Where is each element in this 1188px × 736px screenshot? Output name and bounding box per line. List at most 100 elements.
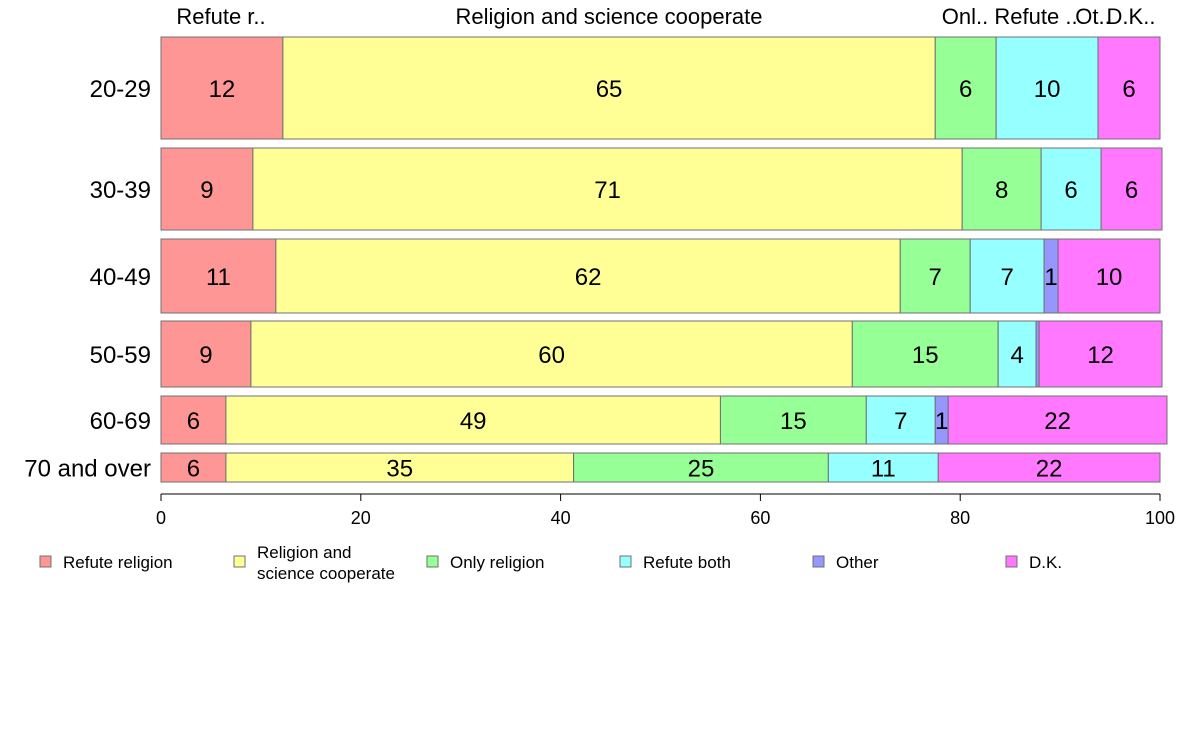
- bar-segment: [899, 238, 971, 314]
- category-label: 60-69: [90, 408, 151, 435]
- legend-label: Refute both: [643, 553, 731, 572]
- x-tick-label: 100: [1145, 508, 1175, 528]
- data-label: 1: [1044, 264, 1057, 291]
- data-label: 62: [575, 264, 602, 291]
- x-tick-label: 60: [750, 508, 770, 528]
- bar-segment: [160, 147, 254, 231]
- column-header-label: Religion and science cooperate: [456, 4, 763, 29]
- bar-rows: 12 65 6 10 69 71 8 6 611 62 7 7 1 109 60 15 4 126 49 15 7 1 22…: [160, 36, 1168, 483]
- legend-item: Only religion: [426, 553, 545, 572]
- legend-swatch: [619, 555, 632, 568]
- bar-segment: [225, 395, 721, 445]
- legend-item: Refute both: [619, 553, 731, 572]
- data-label: 4: [1010, 342, 1023, 369]
- bar-segment: [1097, 36, 1161, 140]
- x-tick-label: 40: [551, 508, 571, 528]
- data-label: 22: [1044, 408, 1071, 435]
- legend-label: Only religion: [450, 553, 545, 572]
- bar-segment: [865, 395, 936, 445]
- bar-segment: [225, 452, 575, 483]
- data-label: 8: [995, 177, 1008, 204]
- legend-swatch: [233, 555, 246, 568]
- x-tick-label: 80: [950, 508, 970, 528]
- bar-segment: [252, 147, 963, 231]
- column-header-label: Refute r..: [176, 4, 265, 29]
- bar-segment: [851, 320, 999, 388]
- data-label: 10: [1034, 76, 1061, 103]
- data-label: 60: [538, 342, 565, 369]
- bar-segment: [1100, 147, 1163, 231]
- bar-segment: [1057, 238, 1161, 314]
- bar-row-40-49: 11 62 7 7 1 10: [160, 238, 1161, 314]
- legend-swatch: [39, 555, 52, 568]
- data-label: 6: [1125, 177, 1138, 204]
- legend-swatch: [1005, 555, 1018, 568]
- legend-label: Refute religion: [63, 553, 173, 572]
- data-label: 15: [912, 342, 939, 369]
- data-label: 7: [929, 264, 942, 291]
- bar-segment: [934, 36, 997, 140]
- legend-item: Other: [812, 553, 879, 572]
- data-label: 12: [1087, 342, 1114, 369]
- category-label: 70 and over: [24, 456, 151, 483]
- bar-segment: [1038, 320, 1163, 388]
- bar-segment: [937, 452, 1161, 483]
- data-label: 6: [1122, 76, 1135, 103]
- data-label: 9: [199, 342, 212, 369]
- data-label: 9: [200, 177, 213, 204]
- row-labels: 20-29 30-39 40-49 50-59 60-69 70 and over: [24, 76, 151, 483]
- data-label: 25: [688, 456, 715, 483]
- column-header-label: Refute ..: [994, 4, 1077, 29]
- data-label: 12: [209, 76, 236, 103]
- bar-segment: [969, 238, 1045, 314]
- data-label: 6: [959, 76, 972, 103]
- data-label: 6: [187, 456, 200, 483]
- bar-row-60-69: 6 49 15 7 1 22: [160, 395, 1168, 445]
- bar-segment: [961, 147, 1042, 231]
- legend: Refute religion Religion and science coope…: [39, 543, 1062, 583]
- x-tick-label: 20: [351, 508, 371, 528]
- bar-segment: [573, 452, 829, 483]
- category-label: 20-29: [90, 76, 151, 103]
- data-label: 10: [1096, 264, 1123, 291]
- data-label: 6: [1064, 177, 1077, 204]
- bar-segment: [282, 36, 936, 140]
- data-label: 35: [386, 456, 413, 483]
- x-tick-label: 0: [156, 508, 166, 528]
- data-label: 7: [894, 408, 907, 435]
- column-header-label: Onl..: [942, 4, 988, 29]
- legend-swatch: [426, 555, 439, 568]
- bar-segment: [995, 36, 1099, 140]
- data-label: 22: [1036, 456, 1063, 483]
- legend-label: D.K.: [1029, 553, 1062, 572]
- bar-segment: [997, 320, 1037, 388]
- legend-swatch: [812, 555, 825, 568]
- bar-segment: [160, 320, 252, 388]
- bar-row-30-39: 9 71 8 6 6: [160, 147, 1163, 231]
- bar-segment: [719, 395, 867, 445]
- category-label: 30-39: [90, 177, 151, 204]
- data-label: 71: [594, 177, 621, 204]
- legend-label: Religion and science cooperate: [257, 543, 395, 583]
- column-header-labels: Refute r.. Religion and science cooperate…: [176, 4, 1155, 29]
- bar-segment: [947, 395, 1168, 445]
- legend-item: Refute religion: [39, 553, 173, 572]
- data-label: 11: [871, 456, 896, 483]
- data-label: 1: [935, 408, 948, 435]
- column-header-label: D.K..: [1107, 4, 1156, 29]
- legend-label: Other: [836, 553, 879, 572]
- bar-row-70-and-over: 6 35 25 11 22: [160, 452, 1161, 483]
- data-label: 49: [460, 408, 487, 435]
- category-label: 50-59: [90, 342, 151, 369]
- data-label: 6: [187, 408, 200, 435]
- legend-item: D.K.: [1005, 553, 1062, 572]
- bar-segment: [250, 320, 853, 388]
- data-label: 7: [1000, 264, 1013, 291]
- bar-segment: [1040, 147, 1102, 231]
- column-header-label: Ot..: [1075, 4, 1110, 29]
- data-label: 65: [596, 76, 623, 103]
- data-label: 15: [780, 408, 807, 435]
- x-axis: 0 20 40 60 80 100: [156, 493, 1175, 528]
- category-label: 40-49: [90, 264, 151, 291]
